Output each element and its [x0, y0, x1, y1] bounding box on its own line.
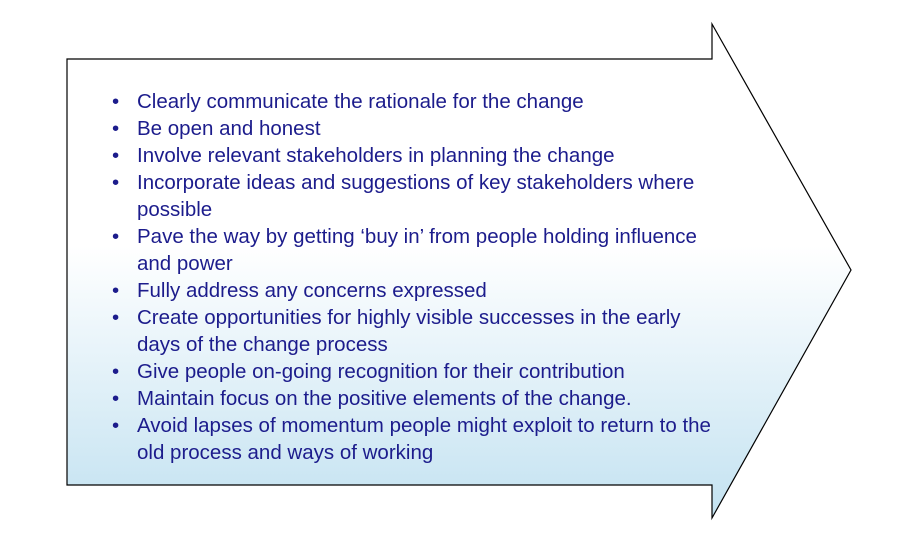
- bullet-text: Pave the way by getting ‘buy in’ from pe…: [137, 225, 697, 275]
- bullet-list: • Clearly communicate the rationale for t…: [112, 88, 722, 466]
- bullet-item: • Incorporate ideas and suggestions of ke…: [112, 169, 722, 223]
- bullet-marker: •: [112, 306, 120, 329]
- bullet-text: Give people on-going recognition for the…: [137, 360, 625, 383]
- bullet-marker: •: [112, 144, 120, 167]
- bullet-item: • Create opportunities for highly visible…: [112, 304, 722, 358]
- bullet-text: Maintain focus on the positive elements …: [137, 387, 632, 410]
- bullet-marker: •: [112, 225, 120, 248]
- bullet-text: Create opportunities for highly visible …: [137, 306, 681, 356]
- bullet-item: • Pave the way by getting ‘buy in’ from p…: [112, 223, 722, 277]
- bullet-text: Avoid lapses of momentum people might ex…: [137, 414, 711, 464]
- arrow-body: [66, 21, 852, 521]
- bullet-marker: •: [112, 279, 120, 302]
- bullet-item: • Involve relevant stakeholders in planni…: [112, 142, 722, 169]
- bullet-marker: •: [112, 117, 120, 140]
- bullet-text: Be open and honest: [137, 117, 321, 140]
- bullet-item: • Clearly communicate the rationale for t…: [112, 88, 722, 115]
- bullet-text: Involve relevant stakeholders in plannin…: [137, 144, 615, 167]
- bullet-marker: •: [112, 414, 120, 437]
- bullet-item: • Give people on-going recognition for th…: [112, 358, 722, 385]
- bullet-text: Incorporate ideas and suggestions of key…: [137, 171, 695, 221]
- bullet-marker: •: [112, 90, 120, 113]
- bullet-marker: •: [112, 171, 120, 194]
- bullet-marker: •: [112, 387, 120, 410]
- bullet-item: • Fully address any concerns expressed: [112, 277, 722, 304]
- bullet-text: Clearly communicate the rationale for th…: [137, 90, 584, 113]
- bullet-marker: •: [112, 360, 120, 383]
- bullet-item: • Avoid lapses of momentum people might e…: [112, 412, 722, 466]
- bullet-item: • Maintain focus on the positive elements…: [112, 385, 722, 412]
- bullet-item: • Be open and honest: [112, 115, 722, 142]
- bullet-text: Fully address any concerns expressed: [137, 279, 487, 302]
